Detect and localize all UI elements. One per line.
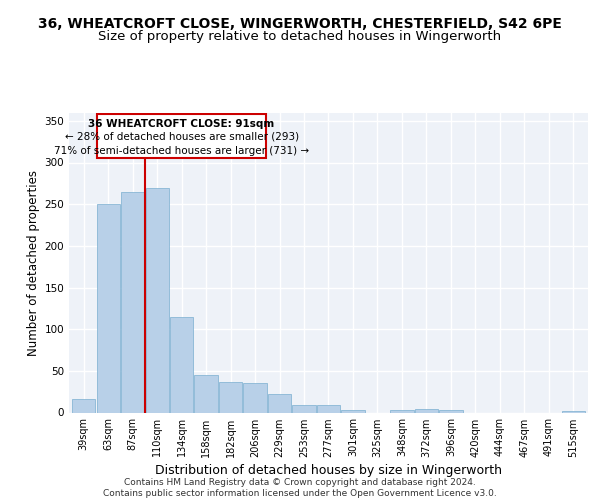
Bar: [194, 375, 218, 412]
Text: Contains HM Land Registry data © Crown copyright and database right 2024.
Contai: Contains HM Land Registry data © Crown c…: [103, 478, 497, 498]
Y-axis label: Number of detached properties: Number of detached properties: [27, 170, 40, 356]
Text: 71% of semi-detached houses are larger (731) →: 71% of semi-detached houses are larger (…: [54, 146, 309, 156]
Bar: [146, 188, 169, 412]
Bar: [121, 192, 144, 412]
Bar: [341, 410, 365, 412]
Text: 36, WHEATCROFT CLOSE, WINGERWORTH, CHESTERFIELD, S42 6PE: 36, WHEATCROFT CLOSE, WINGERWORTH, CHEST…: [38, 18, 562, 32]
Bar: [97, 204, 120, 412]
Bar: [562, 411, 585, 412]
Bar: [415, 409, 438, 412]
Bar: [72, 399, 95, 412]
Text: 36 WHEATCROFT CLOSE: 91sqm: 36 WHEATCROFT CLOSE: 91sqm: [88, 118, 275, 128]
Bar: [391, 410, 413, 412]
Bar: [439, 410, 463, 412]
Bar: [244, 382, 266, 412]
Bar: [219, 382, 242, 412]
Bar: [170, 316, 193, 412]
Text: ← 28% of detached houses are smaller (293): ← 28% of detached houses are smaller (29…: [65, 132, 299, 142]
Bar: [317, 405, 340, 412]
X-axis label: Distribution of detached houses by size in Wingerworth: Distribution of detached houses by size …: [155, 464, 502, 477]
Bar: [292, 405, 316, 412]
Bar: [268, 394, 291, 412]
Text: Size of property relative to detached houses in Wingerworth: Size of property relative to detached ho…: [98, 30, 502, 43]
FancyBboxPatch shape: [97, 114, 266, 158]
